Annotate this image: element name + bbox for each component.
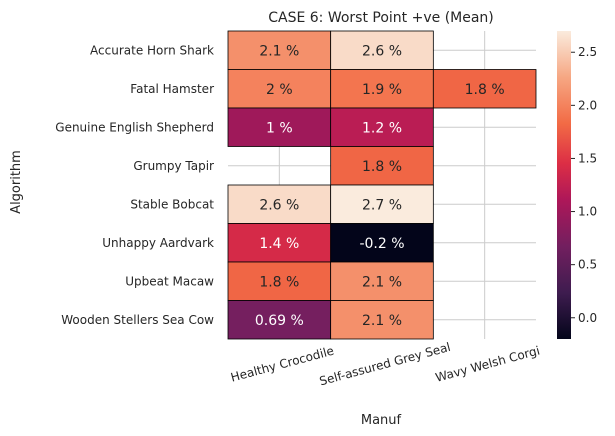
heatmap-cell xyxy=(432,69,537,109)
heatmap-cell xyxy=(330,30,434,70)
cell-value-label: 1.2 % xyxy=(362,120,402,136)
y-tick-label: Accurate Horn Shark xyxy=(90,43,214,57)
heatmap-cell xyxy=(330,107,434,147)
cell-value-label: -0.2 % xyxy=(359,236,404,252)
y-tick-label: Fatal Hamster xyxy=(130,82,214,96)
x-axis-label: Manuf xyxy=(361,413,402,428)
colorbar-tick-label: 2.0 xyxy=(578,98,597,112)
colorbar xyxy=(557,31,571,339)
y-tick-label: Upbeat Macaw xyxy=(125,274,214,288)
heatmap-cell xyxy=(330,223,434,263)
y-tick-label: Grumpy Tapir xyxy=(133,159,214,173)
cell-value-label: 0.69 % xyxy=(255,313,304,329)
heatmap-cell xyxy=(227,30,332,70)
colorbar-tick-label: 1.5 xyxy=(578,151,597,165)
cell-value-label: 1.4 % xyxy=(259,236,299,252)
heatmap-cell xyxy=(330,146,434,186)
y-tick-label: Wooden Stellers Sea Cow xyxy=(61,313,214,327)
cell-value-label: 2.7 % xyxy=(362,197,402,213)
cell-value-label: 2.6 % xyxy=(259,197,299,213)
heatmap-cell xyxy=(227,107,332,147)
y-tick-labels: Accurate Horn Shark Fatal Hamster Genuine … xyxy=(55,43,214,327)
colorbar-tick-label: 0.5 xyxy=(578,258,597,272)
cell-value-label: 1.8 % xyxy=(465,82,505,98)
colorbar-tick-label: 0.0 xyxy=(578,311,597,325)
heatmap-cell xyxy=(227,223,332,263)
y-tick-label: Stable Bobcat xyxy=(130,197,214,211)
cell-value-label: 1 % xyxy=(266,120,293,136)
cell-value-label: 1.9 % xyxy=(362,82,402,98)
heatmap-cell xyxy=(330,300,434,340)
cell-value-label: 1.8 % xyxy=(259,274,299,290)
heatmap-cell xyxy=(330,184,434,224)
colorbar-tick-label: 2.5 xyxy=(578,45,597,59)
colorbar-ticks: 0.0 0.5 1.0 1.5 2.0 2.5 xyxy=(571,45,597,325)
heatmap-cell xyxy=(227,184,332,224)
cell-value-labels: 2.1 % 2.6 % 2 % 1.9 % 1.8 % 1 % 1.2 % 1.8 % 2.6 … xyxy=(255,43,505,329)
heatmap-cell xyxy=(227,261,332,301)
chart-title: CASE 6: Worst Point +ve (Mean) xyxy=(268,10,494,26)
cell-value-label: 2.1 % xyxy=(259,43,299,59)
cell-value-label: 2.1 % xyxy=(362,313,402,329)
cell-value-label: 1.8 % xyxy=(362,159,402,175)
heatmap-cell xyxy=(330,69,434,109)
y-tick-label: Unhappy Aardvark xyxy=(102,236,214,250)
heatmap-cells xyxy=(227,30,537,340)
y-axis-label: Algorithm xyxy=(9,150,24,214)
heatmap-cell xyxy=(227,300,332,340)
x-tick-label: Self-assured Grey Seal xyxy=(318,340,452,388)
cell-value-label: 2.6 % xyxy=(362,43,402,59)
cell-value-label: 2 % xyxy=(266,82,293,98)
cell-value-label: 2.1 % xyxy=(362,274,402,290)
y-tick-label: Genuine English Shepherd xyxy=(55,120,214,134)
heatmap-cell xyxy=(330,261,434,301)
colorbar-tick-label: 1.0 xyxy=(578,205,597,219)
